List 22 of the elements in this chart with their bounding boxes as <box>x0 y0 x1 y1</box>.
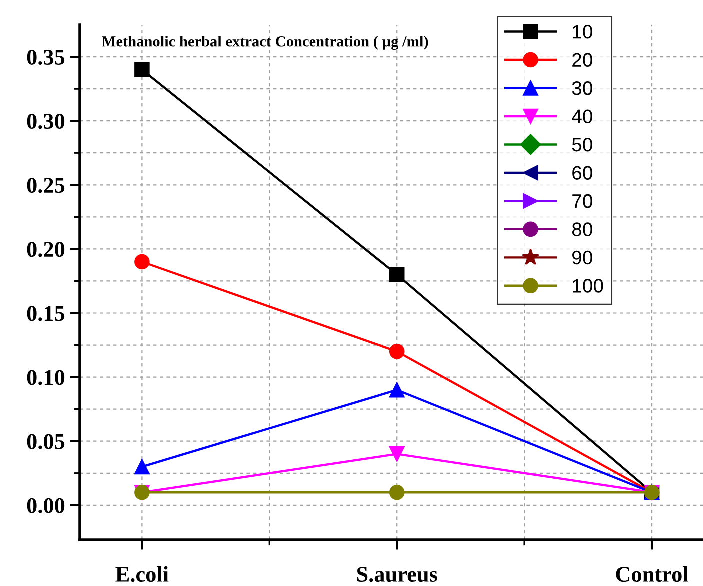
legend-label: 20 <box>572 53 592 68</box>
legend-label: 40 <box>572 110 592 124</box>
x-tick-label: E.coli <box>116 566 169 582</box>
legend-label: 60 <box>572 166 592 180</box>
y-tick-label: 0.05 <box>27 434 65 450</box>
legend-label: 10 <box>573 25 592 39</box>
legend-label: 30 <box>572 81 592 96</box>
y-tick-label: 0.20 <box>27 242 65 258</box>
y-tick-label: 0.00 <box>27 498 65 514</box>
legend-label: 80 <box>572 222 592 236</box>
y-tick-label: 0.30 <box>27 114 65 130</box>
x-tick-label: S.aureus <box>357 567 438 582</box>
legend-label: 50 <box>572 138 592 152</box>
y-tick-label: 0.15 <box>27 306 65 322</box>
x-tick-label: Control <box>616 566 688 582</box>
legend-label: 90 <box>572 250 592 265</box>
y-tick-label: 0.25 <box>27 178 65 194</box>
y-tick-label: 0.10 <box>27 370 65 386</box>
text: Methanolic herbal extract Concentration ( µg /ml) <box>102 36 428 50</box>
legend-label: 70 <box>572 194 592 208</box>
y-tick-label: 0.35 <box>27 50 65 66</box>
legend-label: 100 <box>573 279 604 293</box>
